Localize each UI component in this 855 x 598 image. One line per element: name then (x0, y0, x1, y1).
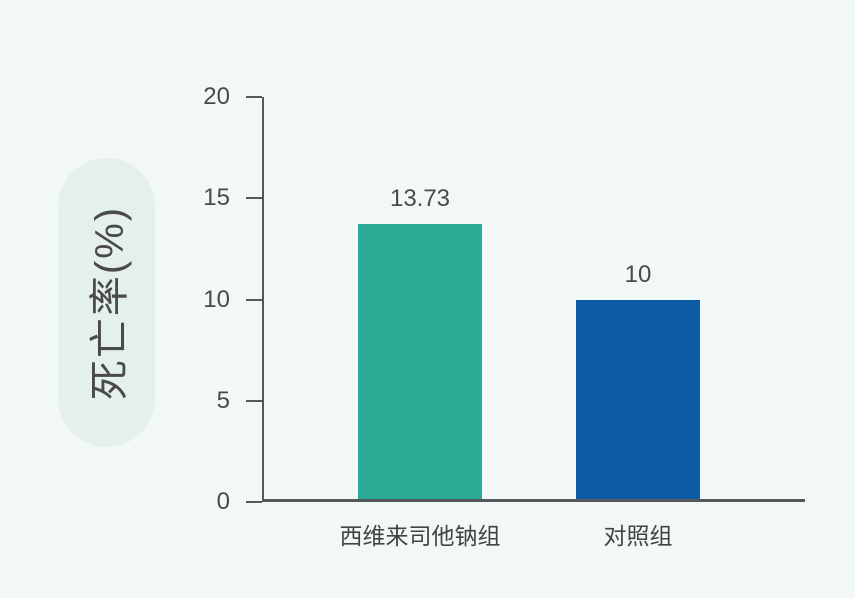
y-tick-label: 20 (203, 83, 230, 110)
y-axis-label-pill: 死亡率(%) (58, 158, 155, 447)
x-category-label: 西维来司他钠组 (339, 523, 501, 549)
y-axis-line (262, 97, 264, 502)
plot-area: 0 5 10 15 20 13.73 西维来司他钠组 10 对照组 (203, 84, 805, 549)
y-tick-label: 15 (203, 184, 230, 212)
bar (576, 299, 700, 502)
y-tick-label: 5 (216, 386, 230, 414)
y-tick (246, 197, 262, 200)
bar (358, 223, 482, 502)
y-tick (246, 501, 262, 503)
bar-value-label: 13.73 (389, 184, 451, 212)
y-tick-label: 0 (216, 488, 230, 515)
bar-value-label: 10 (624, 260, 652, 288)
y-tick-label: 10 (203, 285, 230, 313)
y-tick (246, 298, 262, 301)
y-tick (246, 399, 262, 402)
y-axis-label: 死亡率(%) (88, 205, 133, 400)
x-axis-line (262, 499, 805, 502)
x-category-label: 对照组 (603, 523, 673, 549)
y-tick (246, 96, 262, 98)
